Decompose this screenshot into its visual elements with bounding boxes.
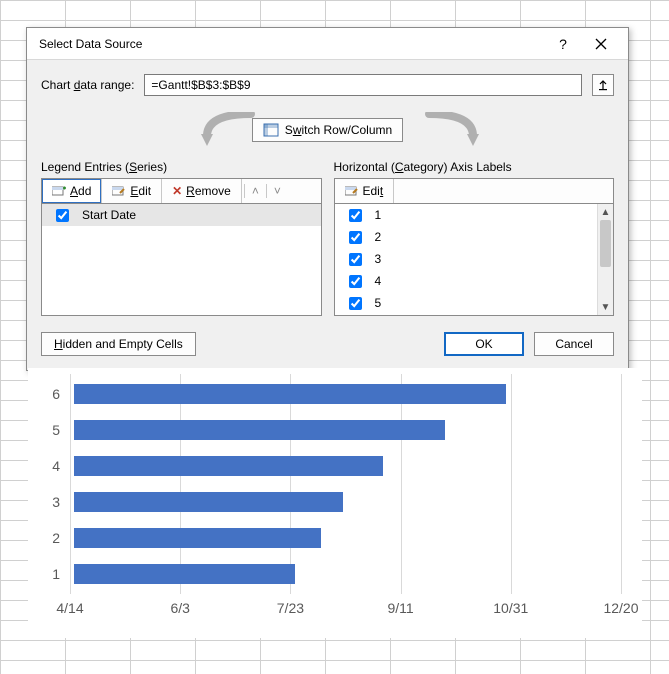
- data-range-label: Chart data range:: [41, 78, 134, 92]
- close-button[interactable]: [582, 30, 620, 58]
- list-item[interactable]: 4: [335, 270, 614, 292]
- cancel-button[interactable]: Cancel: [534, 332, 614, 356]
- gridline: [70, 374, 71, 594]
- chart-bar: [74, 564, 294, 584]
- legend-entries-panel: Legend Entries (Series) Add: [41, 160, 322, 316]
- chart-data-range-input[interactable]: [144, 74, 582, 96]
- x-tick-label: 10/31: [493, 600, 528, 616]
- list-item-label: 5: [375, 296, 382, 310]
- gridline: [511, 374, 512, 594]
- scroll-up-icon: ▲: [598, 204, 613, 220]
- list-item[interactable]: 1: [335, 204, 614, 226]
- hidden-empty-cells-button[interactable]: Hidden and Empty Cells: [41, 332, 196, 356]
- legend-edit-button[interactable]: Edit: [102, 179, 162, 203]
- switch-row-column-button[interactable]: Switch Row/Column: [252, 118, 403, 142]
- dialog-titlebar: Select Data Source ?: [27, 28, 628, 60]
- y-tick-label: 4: [52, 458, 60, 474]
- edit-icon: [345, 185, 359, 197]
- chevron-up-icon: ˄: [252, 184, 259, 198]
- legend-heading: Legend Entries (Series): [41, 160, 322, 174]
- legend-toolbar: Add Edit ✕ Remove ˄: [41, 178, 322, 204]
- legend-remove-button[interactable]: ✕ Remove: [162, 179, 242, 203]
- list-item-label: Start Date: [82, 208, 136, 222]
- select-data-source-dialog: Select Data Source ? Chart data range:: [26, 27, 629, 371]
- list-item[interactable]: 5: [335, 292, 614, 314]
- y-tick-label: 2: [52, 530, 60, 546]
- x-tick-label: 12/20: [603, 600, 638, 616]
- bar-chart: 4/14 6/3 7/23 9/11 10/31 12/20 6 5 4 3 2 1: [28, 368, 642, 638]
- switch-label: Switch Row/Column: [285, 123, 392, 137]
- gridline: [290, 374, 291, 594]
- collapse-icon: [597, 79, 609, 91]
- x-tick-label: 6/3: [170, 600, 189, 616]
- y-tick-label: 3: [52, 494, 60, 510]
- legend-add-button[interactable]: Add: [42, 179, 102, 203]
- list-item[interactable]: Start Date: [42, 204, 321, 226]
- x-tick-label: 9/11: [387, 600, 413, 616]
- legend-move-down-button[interactable]: ˅: [266, 184, 288, 198]
- close-icon: [595, 38, 607, 50]
- dialog-title: Select Data Source: [39, 37, 544, 51]
- axis-edit-button[interactable]: Edit: [335, 179, 395, 203]
- collapse-range-button[interactable]: [592, 74, 614, 96]
- list-item[interactable]: 2: [335, 226, 614, 248]
- list-item-label: 3: [375, 252, 382, 266]
- list-item-checkbox[interactable]: [56, 209, 69, 222]
- ok-button[interactable]: OK: [444, 332, 524, 356]
- list-item-label: 1: [375, 208, 382, 222]
- scrollbar-thumb[interactable]: [600, 220, 611, 267]
- arrow-left-icon: [201, 112, 257, 148]
- gridline: [621, 374, 622, 594]
- add-icon: [52, 185, 66, 197]
- scroll-down-icon: ▼: [598, 299, 613, 315]
- list-item-checkbox[interactable]: [349, 275, 362, 288]
- edit-icon: [112, 185, 126, 197]
- legend-move-up-button[interactable]: ˄: [244, 184, 266, 198]
- list-item-checkbox[interactable]: [349, 231, 362, 244]
- remove-icon: ✕: [172, 184, 182, 198]
- gridline: [401, 374, 402, 594]
- y-tick-label: 5: [52, 422, 60, 438]
- chart-bar: [74, 456, 383, 476]
- chart-bar: [74, 492, 343, 512]
- x-tick-label: 4/14: [56, 600, 83, 616]
- chart-bar: [74, 420, 444, 440]
- chart-bar: [74, 528, 321, 548]
- x-tick-label: 7/23: [277, 600, 304, 616]
- switch-icon: [263, 123, 279, 137]
- list-item[interactable]: 3: [335, 248, 614, 270]
- list-item-checkbox[interactable]: [349, 253, 362, 266]
- help-button[interactable]: ?: [544, 30, 582, 58]
- list-item-checkbox[interactable]: [349, 297, 362, 310]
- y-tick-label: 6: [52, 386, 60, 402]
- chevron-down-icon: ˅: [274, 184, 281, 198]
- list-item-label: 4: [375, 274, 382, 288]
- axis-labels-panel: Horizontal (Category) Axis Labels Edit 1…: [334, 160, 615, 316]
- scrollbar[interactable]: ▲ ▼: [597, 204, 613, 315]
- arrow-right-icon: [423, 112, 479, 148]
- list-item-checkbox[interactable]: [349, 209, 362, 222]
- chart-bar: [74, 384, 506, 404]
- y-tick-label: 1: [52, 566, 60, 582]
- axis-listbox[interactable]: 1 2 3 4 5 ▲ ▼: [334, 204, 615, 316]
- legend-listbox[interactable]: Start Date: [41, 204, 322, 316]
- gridline: [180, 374, 181, 594]
- axis-heading: Horizontal (Category) Axis Labels: [334, 160, 615, 174]
- axis-toolbar: Edit: [334, 178, 615, 204]
- list-item-label: 2: [375, 230, 382, 244]
